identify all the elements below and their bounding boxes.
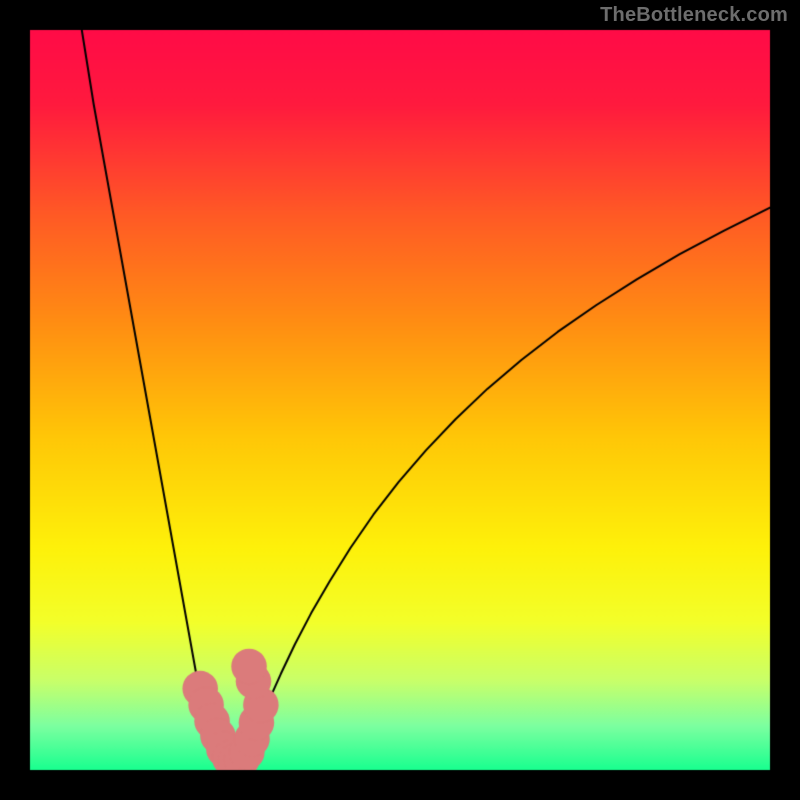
watermark-label: TheBottleneck.com [600,4,788,27]
chart-container: TheBottleneck.com [0,0,800,800]
bottleneck-chart-canvas [0,0,800,800]
